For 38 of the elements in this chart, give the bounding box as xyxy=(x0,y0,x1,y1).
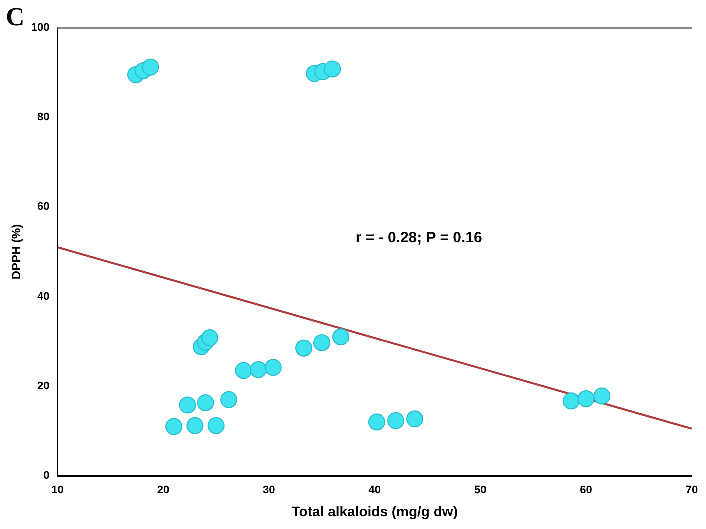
point xyxy=(368,414,386,431)
point xyxy=(562,392,580,410)
point xyxy=(296,340,313,357)
point xyxy=(208,417,225,434)
point xyxy=(235,362,252,380)
point xyxy=(186,417,204,434)
point xyxy=(166,418,183,436)
y-tick-label: 80 xyxy=(38,112,50,124)
text: C xyxy=(6,2,25,32)
point xyxy=(264,359,282,376)
x-tick-label: 70 xyxy=(686,484,698,497)
point xyxy=(142,58,160,76)
x-tick-label: 30 xyxy=(263,484,276,497)
x-tick-label: 10 xyxy=(52,484,64,497)
x-axis-title: Total alkaloids (mg/g dw) xyxy=(292,503,458,520)
y-tick-label: 20 xyxy=(38,380,50,392)
point xyxy=(197,394,214,412)
annotation: r = - 0.28; P = 0.16 xyxy=(356,230,482,247)
point xyxy=(324,60,342,78)
point xyxy=(406,410,424,428)
point xyxy=(220,391,238,408)
y-tick-label: 100 xyxy=(31,22,50,34)
y-tick-label: 40 xyxy=(38,290,50,303)
point xyxy=(594,388,611,405)
point xyxy=(179,396,196,414)
point xyxy=(201,330,218,347)
y-axis-title: DPPH (%) xyxy=(10,224,24,280)
point xyxy=(332,328,350,346)
x-tick-label: 40 xyxy=(368,484,381,497)
y-tick-label: 60 xyxy=(38,201,50,214)
point xyxy=(314,334,331,352)
point xyxy=(388,412,405,430)
y-tick-label: 0 xyxy=(44,470,50,482)
point xyxy=(250,361,268,378)
x-tick-label: 50 xyxy=(474,484,487,497)
point xyxy=(578,390,595,408)
x-tick-label: 20 xyxy=(157,484,170,497)
x-tick-label: 60 xyxy=(580,484,592,497)
